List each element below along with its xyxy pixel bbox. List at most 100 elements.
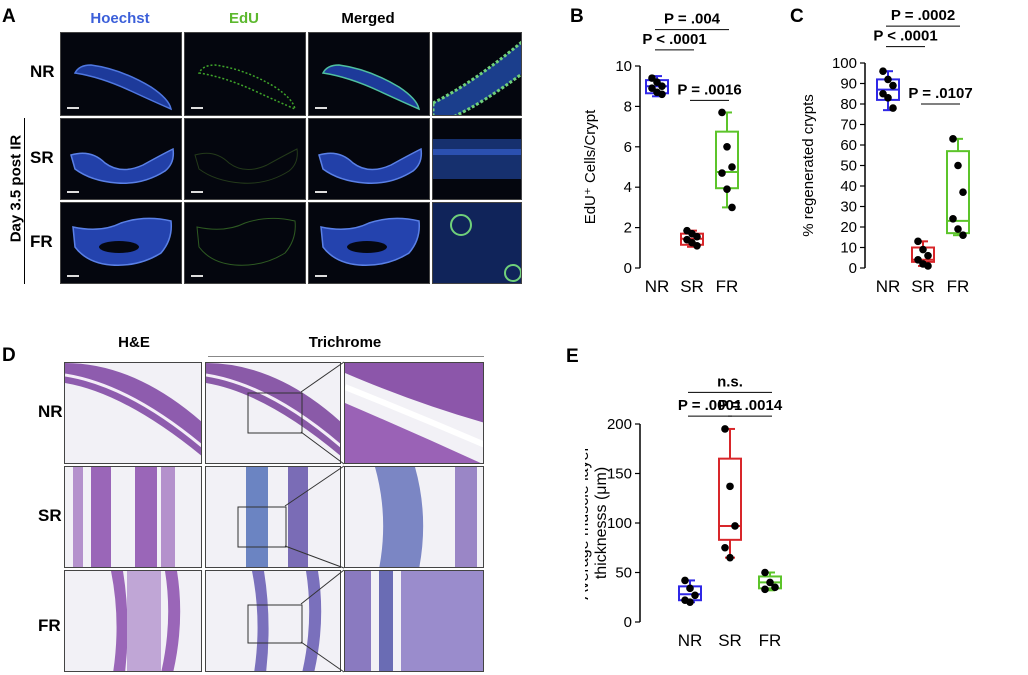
panel-c-letter: C xyxy=(790,6,804,27)
trichrome-underline xyxy=(208,356,484,357)
zoom-tile-nr xyxy=(344,362,484,464)
row-head-d-nr: NR xyxy=(38,402,63,421)
row-head-a-nr: NR xyxy=(30,62,55,81)
b-annotation-0: P = .004 xyxy=(664,11,721,28)
b-point-sr xyxy=(693,241,701,250)
c-ytick-label: 30 xyxy=(840,199,857,216)
e-xtick-sr: SR xyxy=(718,631,742,650)
e-box-sr xyxy=(718,457,742,541)
e-point-sr xyxy=(726,553,734,562)
c-point-sr xyxy=(919,245,927,254)
b-point-fr xyxy=(728,163,736,171)
fluo-tile-nr-zoom xyxy=(432,32,522,116)
fluo-tile-nr-edu xyxy=(184,32,306,116)
row-head-d-sr: SR xyxy=(38,506,62,525)
c-point-fr xyxy=(959,231,967,239)
fluo-tile-nr-hoechst xyxy=(60,32,182,116)
c-ytick-label: 90 xyxy=(840,76,857,93)
fluo-tile-sr-edu xyxy=(184,118,306,200)
he-tile-sr xyxy=(64,466,202,568)
b-xtick-nr: NR xyxy=(645,277,670,296)
panel-b-letter: B xyxy=(570,6,584,27)
e-xtick-fr: FR xyxy=(759,631,782,650)
fluo-tile-fr-merged xyxy=(308,202,430,284)
c-xtick-fr: FR xyxy=(947,277,970,296)
fluo-tile-sr-zoom xyxy=(432,118,522,200)
c-annotation-1: P < .0001 xyxy=(873,28,937,45)
b-ytick-label: 8 xyxy=(624,98,632,115)
c-point-nr xyxy=(879,89,887,98)
panel-a-letter: A xyxy=(2,6,16,27)
zoom-tile-fr xyxy=(344,570,484,672)
tri-tile-nr xyxy=(205,362,341,464)
col-head-hoechst: Hoechst xyxy=(90,10,150,27)
col-head-edu: EdU xyxy=(229,10,259,27)
fluo-tile-fr-zoom xyxy=(432,202,522,284)
c-point-nr xyxy=(889,81,897,90)
c-point-fr xyxy=(954,225,962,233)
col-head-he: H&E xyxy=(118,334,150,351)
c-ylabel: % regenerated crypts xyxy=(800,94,817,237)
e-ytick-label: 150 xyxy=(607,466,632,483)
b-ytick-label: 2 xyxy=(624,220,632,237)
c-point-fr xyxy=(949,135,957,143)
e-ytick-label: 50 xyxy=(615,565,632,582)
e-xtick-nr: NR xyxy=(678,631,703,650)
c-point-fr xyxy=(959,188,967,196)
c-point-sr xyxy=(914,237,922,246)
b-ylabel: EdU⁺ Cells/Crypt xyxy=(582,109,599,224)
e-annotation-2: P = .0014 xyxy=(718,397,783,414)
e-point-sr xyxy=(731,522,739,530)
fluo-tile-fr-edu xyxy=(184,202,306,284)
c-point-sr xyxy=(924,251,932,260)
c-ytick-label: 50 xyxy=(840,158,857,175)
c-ytick-label: 70 xyxy=(840,117,857,134)
e-point-sr xyxy=(726,482,734,491)
c-ytick-label: 10 xyxy=(840,240,857,257)
row-head-a-fr: FR xyxy=(30,232,53,251)
e-ytick-label: 100 xyxy=(607,515,632,532)
b-point-nr xyxy=(658,82,666,90)
b-point-fr xyxy=(728,203,736,212)
b-ytick-label: 0 xyxy=(624,260,632,277)
chart-e: 0 50 100 150 200 Average muscle layerthicknes… xyxy=(585,373,783,650)
e-ytick-label: 200 xyxy=(607,416,632,433)
c-xtick-nr: NR xyxy=(876,277,901,296)
b-annotation-2: P = .0016 xyxy=(677,81,741,98)
b-ytick-label: 4 xyxy=(624,179,632,196)
c-point-nr xyxy=(879,67,887,75)
b-ytick-label: 6 xyxy=(624,139,632,156)
c-ytick-label: 100 xyxy=(832,55,857,72)
c-point-sr xyxy=(924,262,932,270)
col-head-merged: Merged xyxy=(341,10,395,27)
c-point-nr xyxy=(884,94,892,102)
c-ytick-label: 40 xyxy=(840,178,857,195)
e-point-sr xyxy=(721,543,729,552)
e-point-fr xyxy=(761,568,769,577)
c-annotation-2: P = .0107 xyxy=(908,85,972,102)
e-point-fr xyxy=(771,583,779,592)
e-ytick-label: 0 xyxy=(624,614,632,631)
c-box-fr xyxy=(946,150,970,235)
c-ytick-label: 20 xyxy=(840,219,857,236)
e-ylabel-line1: Average muscle layer xyxy=(585,446,592,600)
tri-tile-sr xyxy=(205,466,341,568)
side-label-line xyxy=(24,118,25,284)
panel-e-letter: E xyxy=(566,346,579,367)
c-point-fr xyxy=(954,161,962,170)
b-xtick-fr: FR xyxy=(716,277,739,296)
fluo-tile-sr-hoechst xyxy=(60,118,182,200)
c-point-nr xyxy=(884,75,892,84)
he-tile-nr xyxy=(64,362,202,464)
panel-d-letter: D xyxy=(2,345,16,366)
b-annotation-1: P < .0001 xyxy=(642,31,706,48)
c-xtick-sr: SR xyxy=(911,277,935,296)
b-xtick-sr: SR xyxy=(680,277,704,296)
tri-tile-fr xyxy=(205,570,341,672)
e-point-nr xyxy=(686,598,694,606)
fluo-tile-nr-merged xyxy=(308,32,430,116)
b-ytick-label: 10 xyxy=(615,58,632,75)
col-head-trichrome: Trichrome xyxy=(308,334,382,351)
e-point-fr xyxy=(761,585,769,594)
e-annotation-1: P = .0001 xyxy=(678,397,742,414)
